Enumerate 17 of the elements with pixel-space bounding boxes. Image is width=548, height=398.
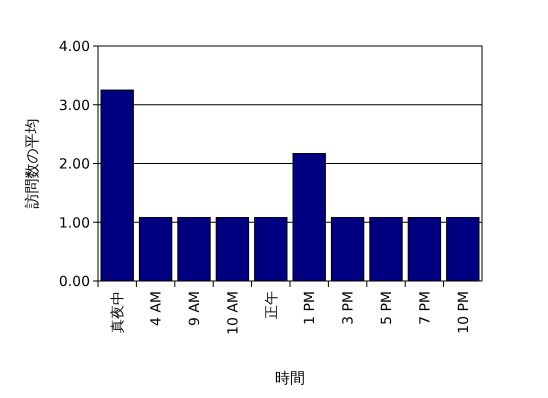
x-tick-label: 3 PM — [340, 291, 357, 325]
y-tick-label: 0.00 — [58, 274, 90, 290]
y-tick-label: 2.00 — [58, 156, 90, 172]
x-tick-label: 10 AM — [225, 291, 242, 335]
x-tick-label: 9 AM — [187, 291, 203, 326]
y-tick-label: 4.00 — [58, 39, 90, 55]
y-axis-title: 訪問数の平均 — [23, 118, 41, 208]
x-tick-label: 5 PM — [379, 291, 395, 325]
x-tick-label: 正午 — [264, 291, 280, 319]
x-tick-label: 10 PM — [456, 291, 472, 334]
y-tick-label: 1.00 — [58, 215, 90, 232]
y-tick-label: 3.00 — [58, 98, 90, 114]
x-tick-label: 1 PM — [302, 291, 318, 325]
x-tick-label: 7 PM — [417, 291, 434, 325]
x-tick-label: 4 AM — [148, 291, 165, 326]
x-tick-label: 真夜中 — [110, 291, 126, 333]
x-axis-title: 時間 — [275, 369, 305, 387]
